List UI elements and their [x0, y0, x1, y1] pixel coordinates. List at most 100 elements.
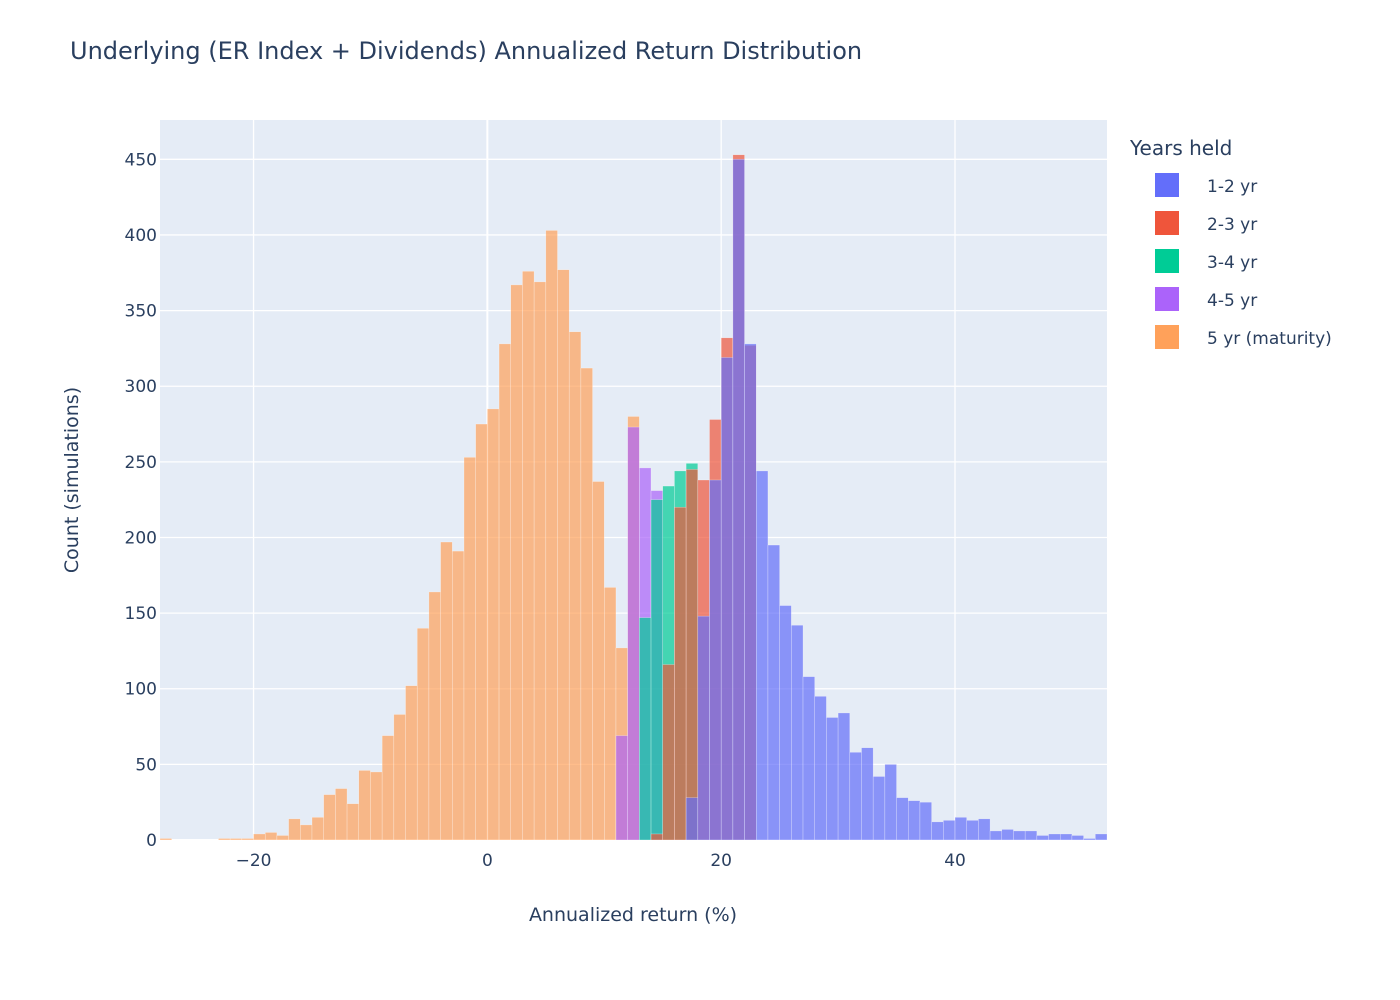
histogram-bar [358, 770, 371, 841]
histogram-bar [615, 735, 628, 841]
histogram-bar [452, 550, 465, 841]
histogram-bar [1024, 830, 1038, 841]
legend[interactable]: Years held 1-2 yr 2-3 yr 3-4 yr 4-5 yr 5 yr … [1129, 136, 1332, 349]
bars [159, 154, 1108, 841]
histogram-bar [802, 676, 815, 841]
histogram-bar [650, 833, 663, 841]
y-tick-label: 50 [135, 755, 157, 775]
histogram-bar [393, 714, 406, 841]
histogram-bar [346, 803, 360, 841]
histogram-bar [627, 426, 640, 841]
histogram-bar [697, 615, 710, 841]
x-tick-label: 40 [944, 851, 966, 871]
y-axis-title: Count (simulations) [61, 387, 83, 573]
histogram-bar [276, 835, 289, 841]
histogram-bar [744, 343, 757, 841]
histogram-bar [335, 788, 348, 841]
histogram-bar [989, 830, 1003, 841]
histogram-bar [861, 747, 874, 841]
histogram-bar [849, 752, 862, 841]
histogram-bar [872, 776, 886, 841]
histogram-bar [440, 541, 453, 841]
histogram-bar [533, 281, 547, 841]
histogram-bar [639, 617, 652, 841]
legend-swatch [1155, 211, 1179, 235]
histogram-bar [662, 664, 675, 841]
histogram-bar [1071, 835, 1084, 841]
y-tick-label: 350 [125, 302, 157, 322]
y-tick-label: 250 [125, 453, 157, 473]
x-axis-title: Annualized return (%) [529, 904, 737, 926]
legend-label: 1-2 yr [1207, 177, 1257, 197]
histogram-bar [685, 469, 699, 841]
series-1-2-yr [685, 159, 1108, 841]
histogram-bar [931, 821, 944, 841]
histogram-bar [498, 343, 511, 841]
legend-swatch [1155, 325, 1179, 349]
histogram-bar [604, 587, 617, 841]
histogram-bar [218, 838, 231, 841]
histogram-bar [568, 331, 582, 841]
histogram-bar [837, 712, 851, 841]
histogram-bar [791, 624, 804, 841]
histogram-bar [300, 824, 313, 841]
legend-swatch [1155, 249, 1179, 273]
histogram-bar [779, 605, 792, 841]
histogram-bar [522, 271, 535, 841]
histogram-bar [1036, 835, 1049, 841]
histogram-bar [814, 696, 827, 841]
histogram-bar [1013, 830, 1026, 841]
legend-item[interactable]: 3-4 yr [1155, 249, 1257, 273]
legend-swatch [1155, 173, 1179, 197]
y-tick-label: 200 [125, 528, 157, 548]
histogram-bar [1001, 829, 1014, 841]
legend-item[interactable]: 2-3 yr [1155, 211, 1257, 235]
histogram-bar [732, 159, 745, 841]
histogram-bar [650, 499, 663, 841]
histogram-bar [475, 423, 488, 841]
histogram-bar [405, 685, 418, 841]
y-tick-label: 100 [125, 680, 157, 700]
histogram-bar [907, 800, 921, 841]
histogram-bar [943, 820, 956, 841]
histogram-bar [720, 357, 734, 841]
y-tick-label: 150 [125, 604, 157, 624]
histogram-bar [311, 817, 324, 841]
legend-label: 2-3 yr [1207, 215, 1257, 235]
histogram-bar [966, 820, 979, 841]
histogram-bar [756, 470, 769, 841]
histogram-bar [370, 771, 383, 841]
histogram-bar [580, 367, 593, 841]
legend-label: 4-5 yr [1207, 291, 1257, 311]
legend-label: 3-4 yr [1207, 253, 1257, 273]
x-axis-ticks: −20 0 20 40 [236, 851, 966, 871]
legend-title: Years held [1129, 136, 1232, 160]
histogram-bar [826, 717, 839, 841]
histogram-bar [264, 832, 278, 841]
histogram-bar [767, 544, 780, 841]
histogram-bar [1048, 833, 1061, 841]
legend-swatch [1155, 287, 1179, 311]
histogram-bar [954, 817, 967, 841]
histogram-bar [1083, 838, 1096, 841]
x-tick-label: 20 [710, 851, 732, 871]
histogram-bar [545, 230, 558, 841]
legend-item[interactable]: 1-2 yr [1155, 173, 1257, 197]
y-tick-label: 0 [146, 831, 157, 851]
legend-item[interactable]: 4-5 yr [1155, 287, 1257, 311]
histogram-bar [253, 833, 266, 841]
histogram-bar [463, 457, 476, 841]
histogram-bar [323, 794, 336, 841]
histogram-bar [428, 591, 441, 841]
histogram-bar [896, 797, 909, 841]
histogram-bar [1059, 833, 1073, 841]
y-tick-label: 450 [125, 150, 157, 170]
y-axis-ticks: 0 50 100 150 200 250 300 350 400 450 [125, 150, 157, 851]
histogram-bar [510, 284, 523, 841]
histogram-bar [884, 764, 897, 841]
histogram-bar [241, 838, 254, 841]
legend-item[interactable]: 5 yr (maturity) [1155, 325, 1332, 349]
x-tick-label: −20 [236, 851, 272, 871]
y-tick-label: 300 [125, 377, 157, 397]
